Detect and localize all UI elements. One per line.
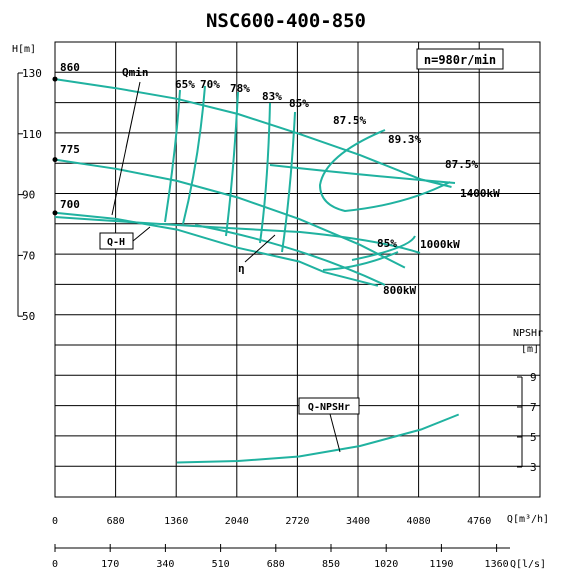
efficiency-contour: [225, 91, 239, 237]
flow-ls-unit: Q[l/s]: [510, 559, 546, 570]
flow-m3h-tick-label: 4080: [407, 516, 431, 527]
efficiency-label: 89.3%: [388, 133, 421, 146]
npsh-tick-label: 3: [530, 461, 537, 474]
head-tick-label: 50: [22, 310, 35, 323]
flow-m3h-tick-label: 680: [107, 516, 125, 527]
npshr-box: [298, 397, 360, 415]
flow-axes: 0 680 1360 2040 2720 3400 4080 4760 Q[m³/h] 0 170 3…: [52, 514, 549, 570]
flow-ls-tick-label: 170: [101, 559, 119, 570]
chart-title: NSC600-400-850: [206, 10, 366, 32]
npshr-leader: [329, 413, 341, 453]
speed-box: [416, 48, 504, 70]
power-curve: [54, 216, 421, 254]
diameter-label: 700: [60, 198, 80, 211]
series-line-700: [54, 211, 379, 287]
head-axis-label: H[m]: [12, 44, 36, 55]
speed-label: n=980r/min: [424, 53, 496, 67]
series-start-dot: [52, 76, 58, 82]
efficiency-label: 83%: [262, 90, 282, 103]
npshr-label: Q-NPSHr: [308, 402, 350, 413]
flow-m3h-tick-label: 2040: [225, 516, 249, 527]
efficiency-label: 78%: [230, 82, 250, 95]
npsh-axis-label: NPSHr: [513, 328, 543, 339]
efficiency-contour: [318, 129, 451, 213]
flow-ls-tick-label: 850: [322, 559, 340, 570]
npsh-tick-label: 9: [530, 371, 537, 384]
qmin-leader: [111, 81, 141, 216]
flow-m3h-tick-label: 3400: [346, 516, 370, 527]
series-start-dot: [52, 157, 58, 163]
flow-m3h-tick-label: 2720: [285, 516, 309, 527]
head-tick-label: 110: [22, 128, 42, 141]
power-curve: [194, 224, 386, 286]
efficiency-label: 87.5%: [445, 158, 478, 171]
flow-ls-tick-label: 1190: [429, 559, 453, 570]
series-line-775: [54, 158, 406, 269]
power-curves: [54, 164, 456, 286]
efficiency-contours: [164, 85, 451, 271]
efficiency-contour: [281, 111, 296, 253]
series-start-dot: [52, 210, 58, 216]
series-line-q-npshr: [176, 413, 460, 464]
efficiency-contour: [322, 251, 399, 271]
eta-label: η: [238, 262, 245, 275]
npsh-axis: NPSHr [m] 9 7 5 3: [513, 328, 543, 474]
flow-m3h-tick-label: 4760: [467, 516, 491, 527]
npsh-axis-unit: [m]: [521, 344, 539, 355]
flow-ls-tick-label: 0: [52, 559, 58, 570]
efficiency-contour: [351, 235, 416, 261]
flow-m3h-unit: Q[m³/h]: [507, 514, 549, 525]
series-lines: [52, 76, 460, 464]
npsh-tick-label: 5: [530, 431, 537, 444]
flow-ls-tick-label: 1020: [374, 559, 398, 570]
diameter-label: 860: [60, 61, 80, 74]
flow-ls-tick-label: 510: [212, 559, 230, 570]
series-line-860: [54, 78, 452, 188]
efficiency-contour: [182, 85, 206, 225]
power-label: 1400kW: [460, 187, 500, 200]
diameter-label: 775: [60, 143, 80, 156]
head-tick-label: 90: [22, 189, 35, 202]
chart-annotations: 860 775 700 65% 70% 78% 83% 85% 87.5% 89.3% 87.5% 8…: [60, 61, 500, 453]
head-tick-label: 70: [22, 249, 35, 262]
npsh-tick-label: 7: [530, 401, 537, 414]
head-tick-label: 130: [22, 67, 42, 80]
efficiency-label: 85%: [289, 97, 309, 110]
qh-leader: [132, 226, 151, 242]
flow-m3h-tick-label: 1360: [164, 516, 188, 527]
flow-ls-tick-label: 340: [156, 559, 174, 570]
efficiency-label: 87.5%: [333, 114, 366, 127]
power-label: 800kW: [383, 284, 416, 297]
efficiency-label: 70%: [200, 78, 220, 91]
power-label: 1000kW: [420, 238, 460, 251]
chart-grid: [54, 41, 541, 498]
efficiency-label: 65%: [175, 78, 195, 91]
qmin-label: Qmin: [122, 66, 149, 79]
flow-ls-tick-label: 1360: [485, 559, 509, 570]
eta-leader: [244, 234, 276, 263]
efficiency-contour: [164, 89, 181, 223]
power-curve: [269, 164, 456, 184]
qh-label: Q-H: [107, 237, 125, 248]
flow-m3h-tick-label: 0: [52, 516, 58, 527]
flow-ls-tick-label: 680: [267, 559, 285, 570]
head-axis: H[m] 130 110 90 70 50: [12, 44, 42, 323]
efficiency-label: 85%: [377, 237, 397, 250]
